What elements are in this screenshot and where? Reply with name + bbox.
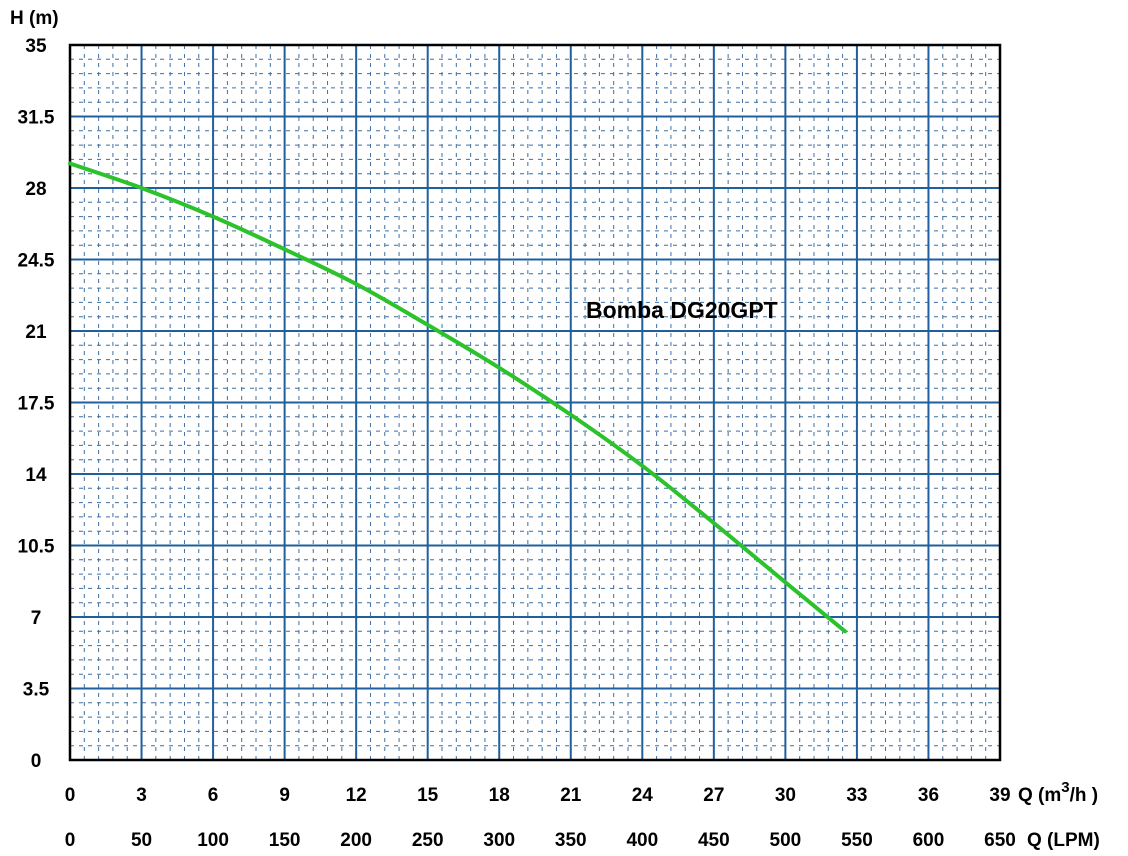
y-tick-label: 28 — [25, 179, 46, 200]
x-tick-label-lpm: 500 — [770, 830, 802, 851]
y-tick-labels: 0 3.5 7 10.5 14 17.5 21 24.5 28 31.5 35 — [18, 36, 55, 772]
x-tick-label-lpm: 100 — [197, 830, 229, 851]
y-tick-label: 17.5 — [18, 394, 55, 415]
x-tick-label-m3h: 30 — [775, 785, 796, 806]
x-tick-label-m3h: 0 — [65, 785, 76, 806]
x-tick-label-lpm: 50 — [131, 830, 152, 851]
x-tick-label-m3h: 21 — [560, 785, 582, 806]
x-tick-label-m3h: 9 — [279, 785, 290, 806]
x-tick-label-lpm: 0 — [65, 830, 76, 851]
y-tick-label: 10.5 — [18, 537, 55, 558]
x-tick-labels-lpm: 0 50 100 150 200 250 300 350 400 450 500 550 600 650 — [65, 830, 1016, 851]
y-tick-label: 21 — [25, 322, 47, 343]
x-tick-label-m3h: 6 — [208, 785, 219, 806]
x-axis-label-lpm: Q (LPM) — [1027, 830, 1100, 851]
x-tick-label-m3h: 18 — [489, 785, 510, 806]
x-axis-label-m3h-suffix: /h ) — [1070, 785, 1099, 806]
y-tick-label: 7 — [31, 608, 42, 629]
x-tick-label-m3h: 24 — [632, 785, 654, 806]
x-tick-label-lpm: 650 — [984, 830, 1016, 851]
y-axis-label: H (m) — [10, 8, 59, 29]
x-tick-label-lpm: 150 — [269, 830, 301, 851]
x-axis-label-m3h-prefix: Q (m — [1018, 785, 1061, 806]
series-line-bomba-dg20gpt — [70, 163, 845, 631]
x-tick-label-lpm: 450 — [698, 830, 730, 851]
y-tick-label: 31.5 — [18, 108, 55, 129]
major-grid — [70, 45, 1000, 760]
x-tick-label-lpm: 250 — [412, 830, 444, 851]
series-layer — [70, 163, 845, 631]
y-tick-label: 24.5 — [18, 251, 55, 272]
y-tick-label: 35 — [25, 36, 47, 57]
x-tick-label-m3h: 3 — [136, 785, 147, 806]
x-axis-label-m3h: Q (m3/h ) — [1018, 779, 1098, 806]
x-tick-label-m3h: 36 — [918, 785, 939, 806]
x-tick-label-lpm: 300 — [483, 830, 515, 851]
chart-annotation: Bomba DG20GPT — [586, 297, 778, 323]
y-tick-label: 14 — [25, 465, 47, 486]
x-axis-label-m3h-sup: 3 — [1061, 779, 1069, 796]
x-tick-label-lpm: 550 — [841, 830, 873, 851]
x-tick-label-m3h: 12 — [346, 785, 367, 806]
x-tick-label-lpm: 350 — [555, 830, 587, 851]
x-tick-label-lpm: 600 — [913, 830, 945, 851]
x-tick-label-m3h: 15 — [417, 785, 439, 806]
x-tick-label-m3h: 27 — [703, 785, 724, 806]
x-tick-label-lpm: 200 — [340, 830, 372, 851]
y-tick-label: 3.5 — [23, 680, 50, 701]
x-tick-label-m3h: 33 — [846, 785, 867, 806]
x-tick-label-lpm: 400 — [626, 830, 658, 851]
x-tick-label-m3h: 39 — [989, 785, 1010, 806]
y-tick-label: 0 — [31, 751, 42, 772]
